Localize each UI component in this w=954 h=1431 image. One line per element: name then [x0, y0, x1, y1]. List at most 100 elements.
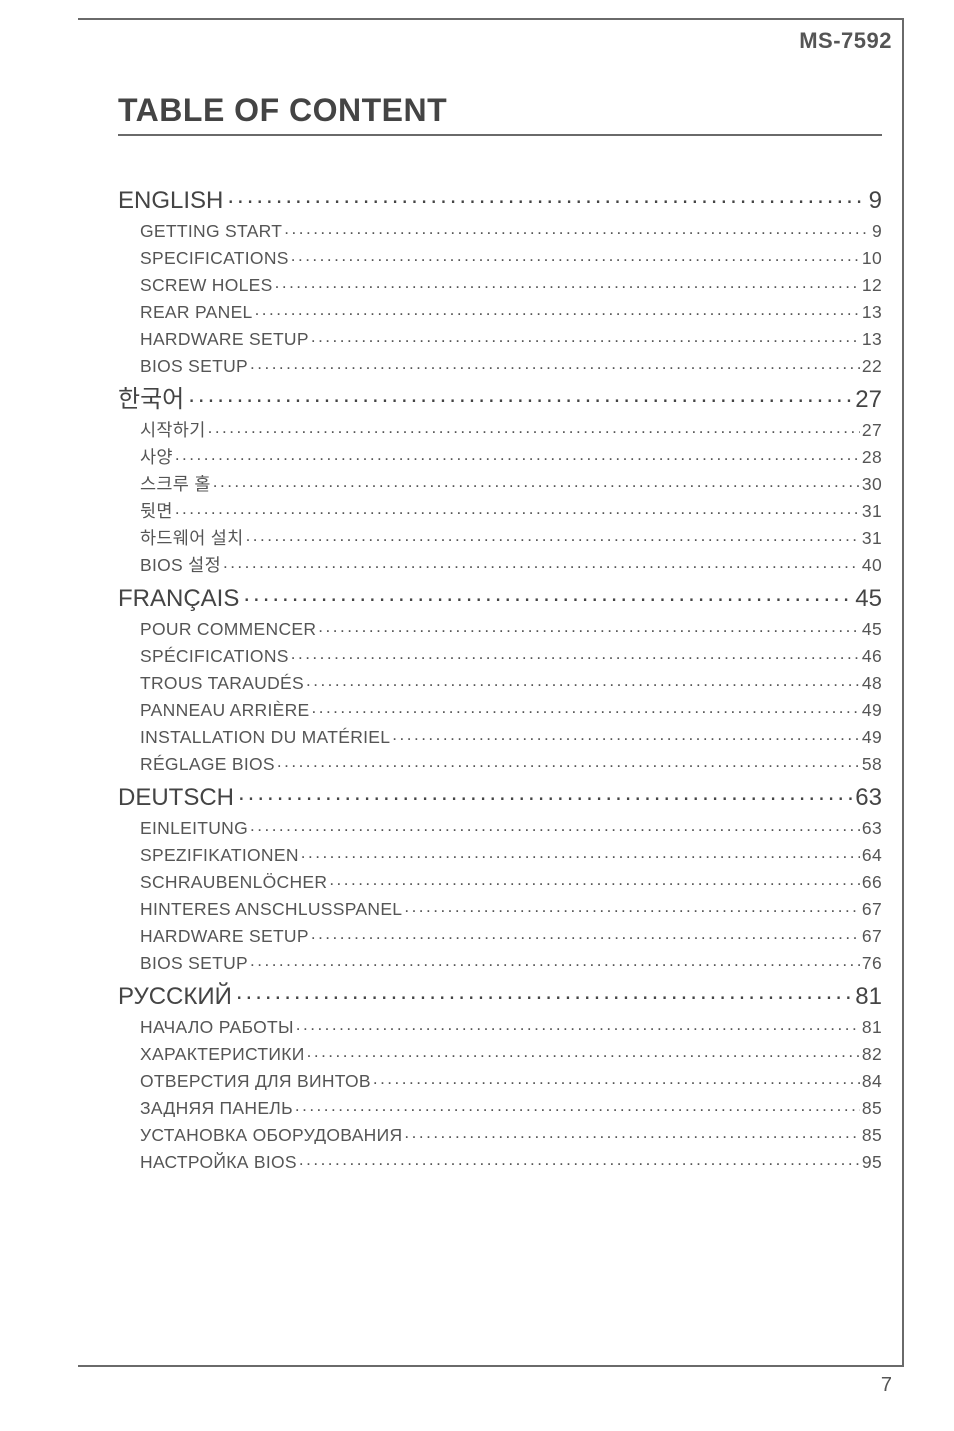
toc-entry-h2: PANNEAU ARRIÈRE 49 [140, 698, 882, 719]
toc-page: 46 [860, 648, 882, 666]
toc-page: 82 [860, 1046, 882, 1064]
toc-entry-h2: TROUS TARAUDÉS 48 [140, 671, 882, 692]
toc-label: REAR PANEL [140, 304, 255, 322]
toc-page: 67 [860, 928, 882, 946]
toc-leader-dots [301, 843, 860, 861]
toc-page: 95 [860, 1154, 882, 1172]
toc-label: УСТАНОВКА ОБОРУДОВАНИЯ [140, 1127, 404, 1145]
toc-page: 63 [860, 820, 882, 838]
page-number: 7 [881, 1374, 892, 1397]
toc-leader-dots [373, 1069, 860, 1087]
toc-section: DEUTSCH 63EINLEITUNG 63SPEZIFIKATIONEN 6… [118, 781, 882, 972]
toc-entry-h2: HARDWARE SETUP 67 [140, 924, 882, 945]
toc-leader-dots [250, 951, 860, 969]
toc-page: 45 [853, 587, 882, 611]
toc-page: 10 [860, 250, 882, 268]
toc-page: 27 [860, 422, 882, 440]
toc-entry-h2: SCREW HOLES 12 [140, 273, 882, 294]
page-title: TABLE OF CONTENT [118, 92, 447, 129]
toc-leader-dots [277, 752, 860, 770]
toc-label: SPÉCIFICATIONS [140, 648, 291, 666]
toc-leader-dots [329, 870, 860, 888]
toc-entry-h1: ENGLISH 9 [118, 184, 882, 213]
toc-label: РУССКИЙ [118, 985, 236, 1009]
page: MS-7592 TABLE OF CONTENT ENGLISH 9GETTIN… [0, 0, 954, 1431]
toc-label: BIOS SETUP [140, 955, 250, 973]
toc-entry-h2: SPÉCIFICATIONS 46 [140, 644, 882, 665]
toc-page: 13 [860, 331, 882, 349]
toc-label: НАЧАЛО РАБОТЫ [140, 1019, 296, 1037]
toc-leader-dots [250, 816, 860, 834]
toc-entry-h2: 사양 28 [140, 445, 882, 466]
toc-label: SCREW HOLES [140, 277, 275, 295]
toc-page: 64 [860, 847, 882, 865]
toc-leader-dots [243, 582, 853, 606]
header-rule [78, 18, 904, 20]
toc-leader-dots [175, 445, 860, 463]
toc-label: ОТВЕРСТИЯ ДЛЯ ВИНТОВ [140, 1073, 373, 1091]
toc-entry-h2: HARDWARE SETUP 13 [140, 327, 882, 348]
toc-entry-h2: НАЧАЛО РАБОТЫ 81 [140, 1015, 882, 1036]
toc-entry-h1: РУССКИЙ 81 [118, 980, 882, 1009]
toc-entry-h2: POUR COMMENCER 45 [140, 617, 882, 638]
toc-page: 12 [860, 277, 882, 295]
toc-page: 48 [860, 675, 882, 693]
toc-page: 85 [860, 1100, 882, 1118]
toc-page: 28 [860, 449, 882, 467]
toc-label: 스크루 홀 [140, 476, 213, 494]
toc-section: ENGLISH 9GETTING START 9SPECIFICATIONS 1… [118, 184, 882, 375]
side-rule [902, 18, 904, 1367]
toc-page: 49 [860, 702, 882, 720]
toc-label: POUR COMMENCER [140, 621, 318, 639]
toc-page: 40 [860, 557, 882, 575]
toc-entry-h2: EINLEITUNG 63 [140, 816, 882, 837]
toc-entry-h2: НАСТРОЙКА BIOS 95 [140, 1150, 882, 1171]
toc-page: 49 [860, 729, 882, 747]
toc-section: РУССКИЙ 81НАЧАЛО РАБОТЫ 81ХАРАКТЕРИСТИКИ… [118, 980, 882, 1171]
toc-leader-dots [392, 725, 860, 743]
toc-label: 뒷면 [140, 503, 175, 521]
footer-rule [78, 1365, 904, 1367]
toc-entry-h2: ЗАДНЯЯ ПАНЕЛЬ 85 [140, 1096, 882, 1117]
toc-entry-h2: BIOS 설정 40 [140, 553, 882, 574]
toc-page: 84 [860, 1073, 882, 1091]
toc-label: 시작하기 [140, 422, 208, 440]
toc-section: FRANÇAIS 45POUR COMMENCER 45SPÉCIFICATIO… [118, 582, 882, 773]
toc-leader-dots [223, 553, 860, 571]
toc-entry-h2: ОТВЕРСТИЯ ДЛЯ ВИНТОВ 84 [140, 1069, 882, 1090]
toc-leader-dots [238, 781, 853, 805]
toc-leader-dots [284, 219, 870, 237]
toc-page: 63 [853, 786, 882, 810]
toc-leader-dots [246, 526, 860, 544]
toc-page: 81 [853, 985, 882, 1009]
toc-leader-dots [291, 644, 860, 662]
toc-label: EINLEITUNG [140, 820, 250, 838]
toc-entry-h2: HINTERES ANSCHLUSSPANEL 67 [140, 897, 882, 918]
toc-leader-dots [311, 327, 860, 345]
toc-page: 85 [860, 1127, 882, 1145]
toc-page: 66 [860, 874, 882, 892]
toc-entry-h2: BIOS SETUP 76 [140, 951, 882, 972]
toc-label: НАСТРОЙКА BIOS [140, 1154, 299, 1172]
toc-leader-dots [312, 698, 860, 716]
toc-entry-h1: DEUTSCH 63 [118, 781, 882, 810]
toc-leader-dots [311, 924, 860, 942]
toc-label: 사양 [140, 449, 175, 467]
toc-page: 31 [860, 530, 882, 548]
toc-leader-dots [208, 418, 860, 436]
toc-page: 31 [860, 503, 882, 521]
toc-label: RÉGLAGE BIOS [140, 756, 277, 774]
toc-entry-h2: SCHRAUBENLÖCHER 66 [140, 870, 882, 891]
toc-label: INSTALLATION DU MATÉRIEL [140, 729, 392, 747]
toc-leader-dots [307, 1042, 860, 1060]
toc-page: 81 [860, 1019, 882, 1037]
toc-entry-h2: REAR PANEL 13 [140, 300, 882, 321]
toc-leader-dots [299, 1150, 860, 1168]
toc-entry-h2: 하드웨어 설치 31 [140, 526, 882, 547]
toc-leader-dots [227, 184, 866, 208]
toc-label: SPECIFICATIONS [140, 250, 291, 268]
toc-leader-dots [175, 499, 860, 517]
toc-label: BIOS SETUP [140, 358, 250, 376]
toc-leader-dots [295, 1096, 860, 1114]
toc-entry-h2: 뒷면 31 [140, 499, 882, 520]
